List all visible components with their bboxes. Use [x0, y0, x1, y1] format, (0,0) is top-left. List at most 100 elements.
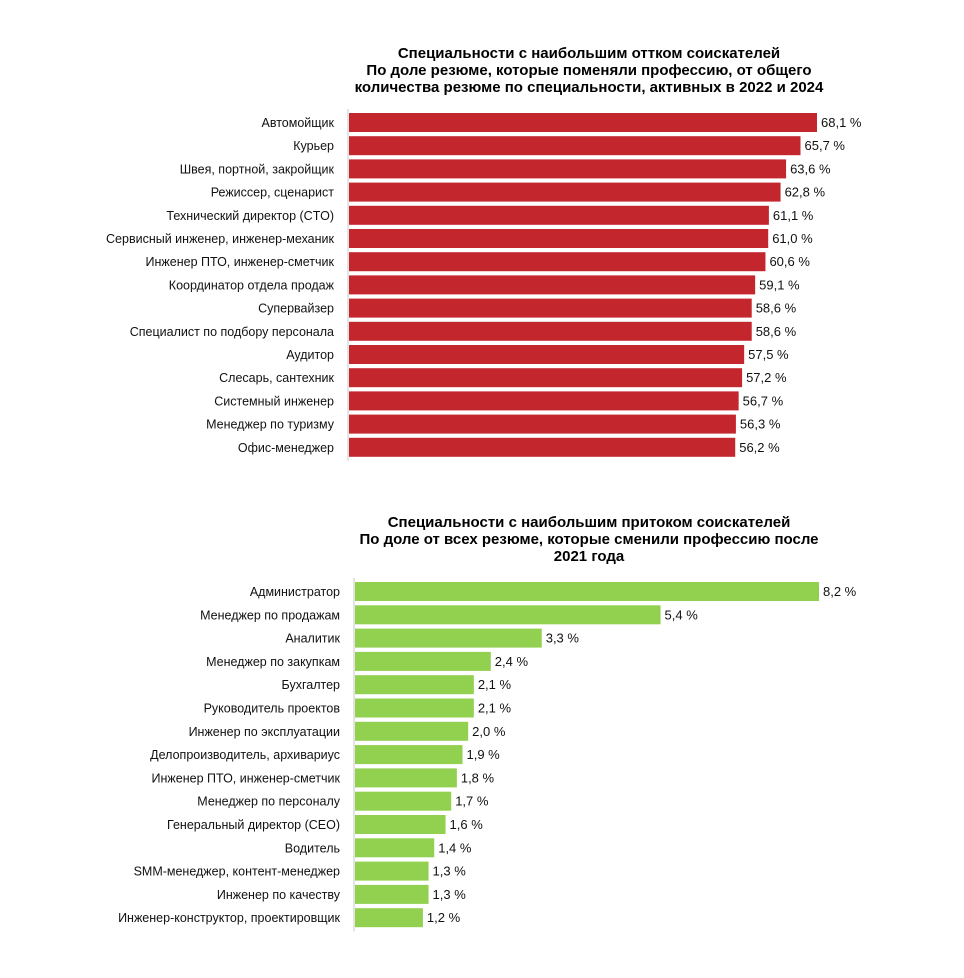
churn-bar [349, 275, 756, 295]
churn-category-label: Слесарь, сантехник [219, 371, 334, 385]
inflow-category-label: Инженер-конструктор, проектировщик [118, 911, 340, 925]
inflow-bar [355, 768, 457, 788]
inflow-value-label: 1,9 % [467, 747, 501, 762]
churn-category-label: Офис-менеджер [238, 441, 334, 455]
churn-category-label: Технический директор (CTO) [166, 209, 334, 223]
inflow-category-label: Инженер по качеству [217, 888, 341, 902]
churn-bar-chart: Автомойщик 68,1 % Курьер 65,7 % Швея, портно… [106, 109, 862, 461]
churn-bar [349, 298, 752, 318]
churn-bar [349, 345, 745, 364]
churn-bar [349, 205, 769, 225]
inflow-value-label: 8,2 % [823, 584, 857, 599]
inflow-bar [355, 791, 452, 811]
churn-value-label: 58,6 % [756, 301, 797, 316]
inflow-bar-chart: Администратор 8,2 % Менеджер по продажам 5,… [118, 578, 857, 932]
inflow-value-label: 2,1 % [478, 677, 512, 692]
churn-category-label: Аудитор [286, 348, 334, 362]
inflow-value-label: 1,2 % [427, 910, 461, 925]
inflow-value-label: 1,8 % [461, 770, 495, 785]
inflow-bar [355, 838, 435, 858]
inflow-value-label: 1,3 % [433, 864, 467, 879]
churn-chart-title: Специальности с наибольшим оттком соиска… [346, 45, 832, 96]
inflow-value-label: 5,4 % [665, 607, 699, 622]
inflow-value-label: 2,1 % [478, 701, 512, 716]
churn-value-label: 56,7 % [743, 393, 784, 408]
churn-bar [349, 252, 766, 272]
churn-value-label: 56,3 % [740, 417, 781, 432]
churn-category-label: Супервайзер [258, 302, 334, 316]
churn-value-label: 60,6 % [769, 254, 810, 269]
inflow-bar [355, 815, 446, 834]
churn-value-label: 59,1 % [759, 277, 800, 292]
inflow-category-label: Бухгалтер [282, 678, 340, 692]
inflow-value-label: 1,6 % [450, 817, 484, 832]
churn-value-label: 61,1 % [773, 208, 814, 223]
churn-category-label: Швея, портной, закройщик [180, 162, 335, 176]
churn-bar [349, 368, 743, 388]
inflow-bar [355, 698, 474, 718]
inflow-category-label: Аналитик [285, 632, 340, 646]
inflow-title-line-1: Специальности с наибольшим притоком соис… [387, 514, 791, 531]
inflow-category-label: Менеджер по закупкам [206, 655, 340, 669]
inflow-bar [355, 675, 474, 695]
inflow-value-label: 1,4 % [438, 840, 472, 855]
inflow-category-label: Менеджер по продажам [200, 608, 340, 622]
churn-bar [349, 159, 787, 179]
inflow-value-label: 1,3 % [433, 887, 467, 902]
churn-title-line-3: количества резюме по специальности, акти… [354, 79, 824, 96]
churn-bar [349, 414, 736, 434]
churn-category-label: Автомойщик [261, 116, 334, 130]
churn-value-label: 65,7 % [805, 138, 846, 153]
inflow-bar [355, 884, 429, 904]
churn-category-label: Курьер [293, 139, 334, 153]
inflow-value-label: 3,3 % [546, 631, 580, 646]
inflow-category-label: Водитель [285, 841, 340, 855]
churn-category-label: Сервисный инженер, инженер-механик [106, 232, 334, 246]
churn-category-label: Менеджер по туризму [206, 418, 335, 432]
inflow-category-label: Руководитель проектов [204, 702, 341, 716]
churn-bar [349, 229, 769, 248]
churn-value-label: 56,2 % [739, 440, 780, 455]
inflow-bar [355, 582, 819, 601]
inflow-value-label: 2,4 % [495, 654, 529, 669]
churn-category-label: Режиссер, сценарист [211, 186, 335, 200]
inflow-bar [355, 651, 491, 671]
churn-bar [349, 113, 817, 132]
churn-value-label: 57,5 % [748, 347, 789, 362]
churn-bar [349, 136, 801, 156]
inflow-chart-title: Специальности с наибольшим притоком соис… [346, 514, 832, 565]
inflow-category-label: Генеральный директор (CEO) [167, 818, 340, 832]
churn-bar [349, 182, 781, 202]
inflow-bar [355, 721, 469, 741]
churn-category-label: Системный инженер [214, 394, 334, 408]
inflow-value-label: 1,7 % [455, 794, 489, 809]
inflow-category-label: Инженер по эксплуатации [189, 725, 340, 739]
churn-value-label: 63,6 % [790, 161, 831, 176]
churn-title-line-2: По доле резюме, которые поменяли професс… [366, 62, 812, 79]
churn-bar [349, 391, 739, 411]
inflow-title-line-2: По доле от всех резюме, которые сменили … [359, 531, 819, 548]
inflow-bar [355, 908, 423, 928]
churn-category-label: Координатор отдела продаж [169, 278, 335, 292]
churn-title-line-1: Специальности с наибольшим оттком соиска… [397, 45, 781, 62]
churn-category-label: Инженер ПТО, инженер-сметчик [146, 255, 335, 269]
inflow-bar [355, 745, 463, 765]
inflow-category-label: Администратор [250, 585, 340, 599]
churn-value-label: 57,2 % [746, 370, 787, 385]
inflow-value-label: 2,0 % [472, 724, 506, 739]
churn-bar [349, 321, 752, 341]
churn-value-label: 68,1 % [821, 115, 862, 130]
churn-bar [349, 437, 736, 457]
inflow-bar [355, 861, 429, 881]
churn-value-label: 58,6 % [756, 324, 797, 339]
inflow-category-label: Менеджер по персоналу [197, 795, 340, 809]
inflow-bar [355, 628, 542, 648]
churn-value-label: 61,0 % [772, 231, 813, 246]
churn-value-label: 62,8 % [785, 185, 826, 200]
inflow-category-label: SMM-менеджер, контент-менеджер [134, 865, 340, 879]
inflow-bar [355, 605, 661, 625]
churn-category-label: Специалист по подбору персонала [130, 325, 334, 339]
inflow-category-label: Делопроизводитель, архивариус [150, 748, 340, 762]
inflow-category-label: Инженер ПТО, инженер-сметчик [152, 771, 341, 785]
inflow-title-line-3: 2021 года [553, 548, 625, 565]
